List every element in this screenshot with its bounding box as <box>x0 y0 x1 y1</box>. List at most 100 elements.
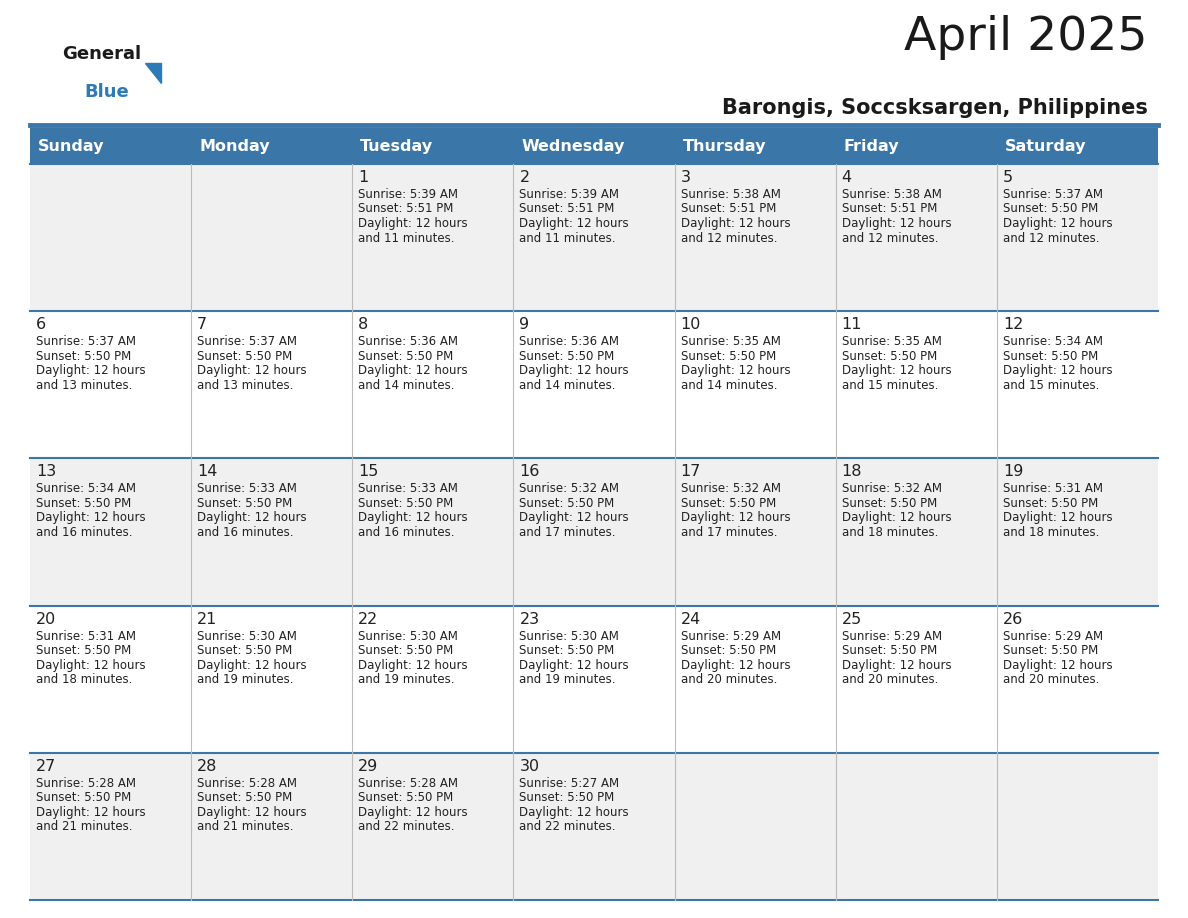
Text: and 11 minutes.: and 11 minutes. <box>359 231 455 244</box>
Text: Daylight: 12 hours: Daylight: 12 hours <box>1003 217 1112 230</box>
Text: 18: 18 <box>842 465 862 479</box>
Text: 25: 25 <box>842 611 862 627</box>
Text: Friday: Friday <box>843 139 899 153</box>
Text: Daylight: 12 hours: Daylight: 12 hours <box>519 511 630 524</box>
Text: and 21 minutes.: and 21 minutes. <box>197 821 293 834</box>
Text: 2: 2 <box>519 170 530 185</box>
Text: and 16 minutes.: and 16 minutes. <box>36 526 133 539</box>
Text: Daylight: 12 hours: Daylight: 12 hours <box>1003 364 1112 377</box>
Text: 29: 29 <box>359 759 379 774</box>
Text: Sunrise: 5:30 AM: Sunrise: 5:30 AM <box>519 630 619 643</box>
Text: Sunset: 5:50 PM: Sunset: 5:50 PM <box>681 497 776 509</box>
Text: Sunset: 5:50 PM: Sunset: 5:50 PM <box>1003 350 1098 363</box>
Text: and 13 minutes.: and 13 minutes. <box>36 379 132 392</box>
Text: Sunrise: 5:33 AM: Sunrise: 5:33 AM <box>197 482 297 496</box>
Text: and 20 minutes.: and 20 minutes. <box>842 673 939 686</box>
Text: 26: 26 <box>1003 611 1023 627</box>
Text: Sunrise: 5:31 AM: Sunrise: 5:31 AM <box>1003 482 1102 496</box>
Text: 21: 21 <box>197 611 217 627</box>
Text: Sunset: 5:50 PM: Sunset: 5:50 PM <box>1003 497 1098 509</box>
Text: Sunset: 5:50 PM: Sunset: 5:50 PM <box>519 644 614 657</box>
Text: Sunset: 5:51 PM: Sunset: 5:51 PM <box>359 203 454 216</box>
Text: Daylight: 12 hours: Daylight: 12 hours <box>681 364 790 377</box>
Text: and 12 minutes.: and 12 minutes. <box>842 231 939 244</box>
Text: 10: 10 <box>681 318 701 332</box>
Text: and 17 minutes.: and 17 minutes. <box>681 526 777 539</box>
Text: Daylight: 12 hours: Daylight: 12 hours <box>197 658 307 672</box>
Text: Tuesday: Tuesday <box>360 139 434 153</box>
Text: Sunset: 5:50 PM: Sunset: 5:50 PM <box>681 644 776 657</box>
Text: Sunset: 5:50 PM: Sunset: 5:50 PM <box>359 644 454 657</box>
Text: Daylight: 12 hours: Daylight: 12 hours <box>36 364 146 377</box>
Text: Daylight: 12 hours: Daylight: 12 hours <box>681 511 790 524</box>
Text: Sunrise: 5:29 AM: Sunrise: 5:29 AM <box>842 630 942 643</box>
Text: Daylight: 12 hours: Daylight: 12 hours <box>359 217 468 230</box>
Text: Sunrise: 5:28 AM: Sunrise: 5:28 AM <box>359 777 459 789</box>
Text: Sunset: 5:50 PM: Sunset: 5:50 PM <box>197 350 292 363</box>
Text: and 16 minutes.: and 16 minutes. <box>197 526 293 539</box>
Text: Daylight: 12 hours: Daylight: 12 hours <box>197 364 307 377</box>
Text: Sunrise: 5:29 AM: Sunrise: 5:29 AM <box>681 630 781 643</box>
Text: Daylight: 12 hours: Daylight: 12 hours <box>519 658 630 672</box>
Text: Sunset: 5:50 PM: Sunset: 5:50 PM <box>36 791 131 804</box>
Text: 11: 11 <box>842 318 862 332</box>
Text: Daylight: 12 hours: Daylight: 12 hours <box>519 217 630 230</box>
Text: Sunset: 5:50 PM: Sunset: 5:50 PM <box>519 350 614 363</box>
Text: Saturday: Saturday <box>1005 139 1086 153</box>
Text: 27: 27 <box>36 759 56 774</box>
Text: and 21 minutes.: and 21 minutes. <box>36 821 133 834</box>
Text: Sunrise: 5:36 AM: Sunrise: 5:36 AM <box>519 335 619 348</box>
Text: and 22 minutes.: and 22 minutes. <box>359 821 455 834</box>
Text: and 16 minutes.: and 16 minutes. <box>359 526 455 539</box>
Text: Monday: Monday <box>200 139 270 153</box>
Text: 17: 17 <box>681 465 701 479</box>
Text: Daylight: 12 hours: Daylight: 12 hours <box>519 364 630 377</box>
Text: and 18 minutes.: and 18 minutes. <box>1003 526 1099 539</box>
Text: Sunset: 5:50 PM: Sunset: 5:50 PM <box>519 497 614 509</box>
Text: 7: 7 <box>197 318 207 332</box>
Text: 22: 22 <box>359 611 379 627</box>
Text: and 13 minutes.: and 13 minutes. <box>197 379 293 392</box>
Text: Daylight: 12 hours: Daylight: 12 hours <box>359 364 468 377</box>
Text: Daylight: 12 hours: Daylight: 12 hours <box>842 658 952 672</box>
Text: Sunrise: 5:33 AM: Sunrise: 5:33 AM <box>359 482 459 496</box>
Text: Sunset: 5:50 PM: Sunset: 5:50 PM <box>1003 644 1098 657</box>
Text: Sunrise: 5:37 AM: Sunrise: 5:37 AM <box>1003 188 1102 201</box>
Text: Daylight: 12 hours: Daylight: 12 hours <box>1003 511 1112 524</box>
Bar <box>30 128 1158 164</box>
Text: 20: 20 <box>36 611 56 627</box>
Text: 6: 6 <box>36 318 46 332</box>
Text: Thursday: Thursday <box>683 139 766 153</box>
Text: 30: 30 <box>519 759 539 774</box>
Text: Daylight: 12 hours: Daylight: 12 hours <box>359 511 468 524</box>
Bar <box>30 311 1158 458</box>
Text: Sunrise: 5:32 AM: Sunrise: 5:32 AM <box>519 482 619 496</box>
Text: and 15 minutes.: and 15 minutes. <box>842 379 939 392</box>
Text: and 19 minutes.: and 19 minutes. <box>197 673 293 686</box>
Text: and 17 minutes.: and 17 minutes. <box>519 526 615 539</box>
Text: Sunset: 5:50 PM: Sunset: 5:50 PM <box>681 350 776 363</box>
Text: 23: 23 <box>519 611 539 627</box>
Text: 8: 8 <box>359 318 368 332</box>
Text: 9: 9 <box>519 318 530 332</box>
Text: Daylight: 12 hours: Daylight: 12 hours <box>36 658 146 672</box>
Text: Sunset: 5:50 PM: Sunset: 5:50 PM <box>1003 203 1098 216</box>
Text: 15: 15 <box>359 465 379 479</box>
Text: Daylight: 12 hours: Daylight: 12 hours <box>36 511 146 524</box>
Bar <box>30 606 1158 753</box>
Text: and 19 minutes.: and 19 minutes. <box>359 673 455 686</box>
Text: Daylight: 12 hours: Daylight: 12 hours <box>197 511 307 524</box>
Text: Sunrise: 5:35 AM: Sunrise: 5:35 AM <box>681 335 781 348</box>
Text: 28: 28 <box>197 759 217 774</box>
Text: 5: 5 <box>1003 170 1013 185</box>
Text: and 20 minutes.: and 20 minutes. <box>1003 673 1099 686</box>
Text: Daylight: 12 hours: Daylight: 12 hours <box>842 217 952 230</box>
Text: Daylight: 12 hours: Daylight: 12 hours <box>842 511 952 524</box>
Text: Sunset: 5:50 PM: Sunset: 5:50 PM <box>359 497 454 509</box>
Text: Daylight: 12 hours: Daylight: 12 hours <box>197 806 307 819</box>
Text: Sunrise: 5:39 AM: Sunrise: 5:39 AM <box>359 188 459 201</box>
Text: Sunrise: 5:37 AM: Sunrise: 5:37 AM <box>197 335 297 348</box>
Text: 3: 3 <box>681 170 690 185</box>
Text: 13: 13 <box>36 465 56 479</box>
Text: Sunrise: 5:36 AM: Sunrise: 5:36 AM <box>359 335 459 348</box>
